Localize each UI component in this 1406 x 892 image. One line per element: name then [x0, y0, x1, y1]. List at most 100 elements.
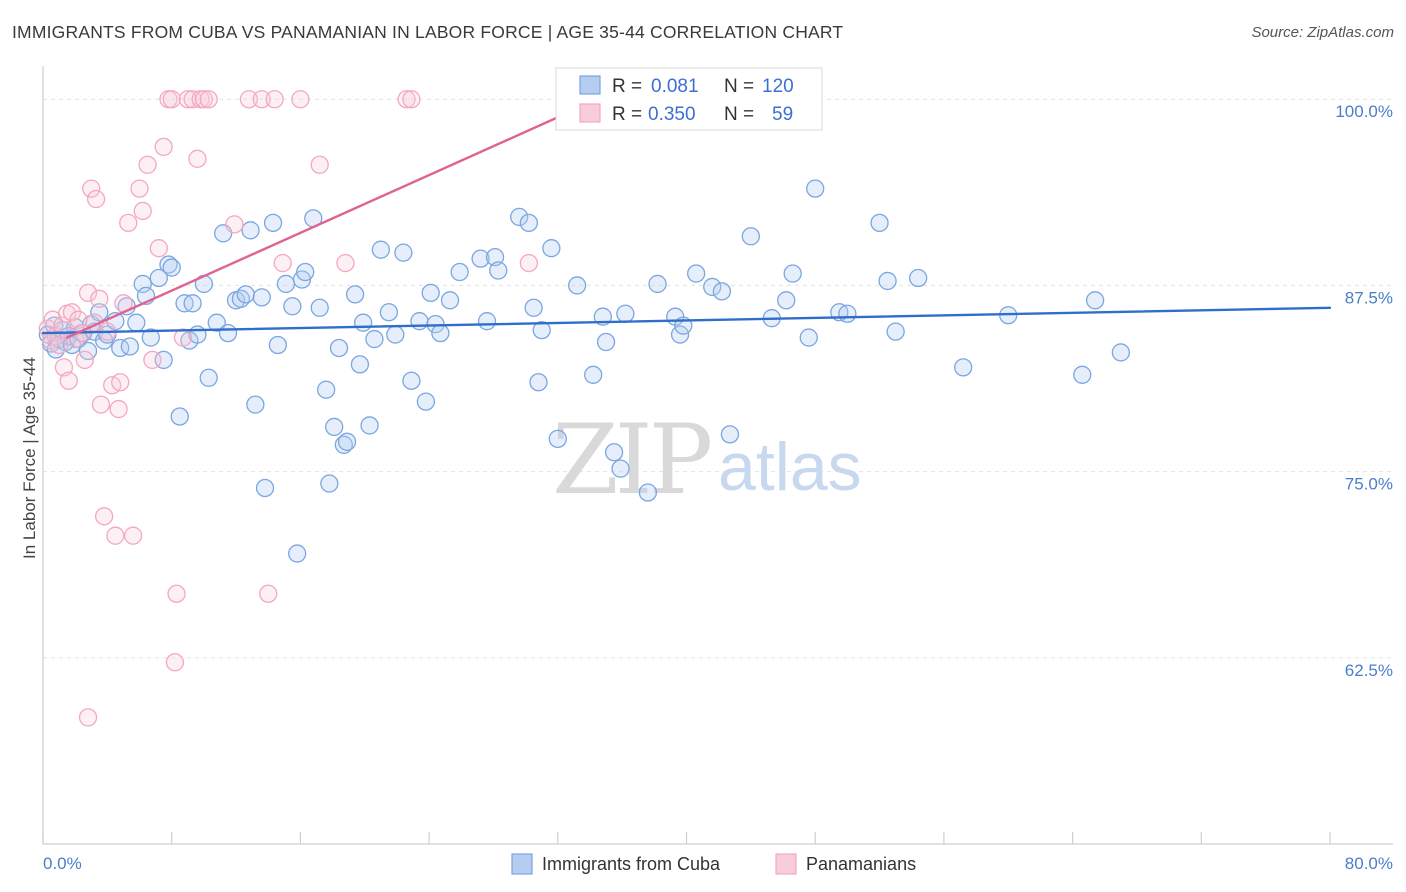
- bottom-legend-swatch-cuba: [511, 853, 533, 875]
- point-panamanians: [273, 253, 292, 273]
- point-cuba: [542, 239, 561, 258]
- legend-r-label-panamanians: R =: [612, 104, 642, 125]
- point-cuba: [416, 392, 436, 411]
- point-cuba: [806, 179, 825, 198]
- point-cuba: [350, 355, 370, 374]
- point-cuba: [638, 483, 658, 502]
- point-cuba: [353, 313, 373, 332]
- point-cuba: [410, 312, 429, 331]
- point-cuba: [489, 261, 508, 280]
- y-tick-label: 75.0%: [1345, 475, 1393, 494]
- point-cuba: [345, 285, 365, 304]
- point-cuba: [741, 227, 760, 246]
- point-cuba: [141, 328, 160, 347]
- point-panamanians: [178, 90, 197, 109]
- point-cuba: [379, 303, 399, 322]
- point-cuba: [485, 247, 505, 267]
- legend-r-value-cuba: 0.081: [651, 76, 699, 97]
- point-panamanians: [225, 215, 244, 234]
- legend-n-value-panamanians: 59: [772, 104, 793, 125]
- point-panamanians: [111, 373, 130, 392]
- chart-source: Source: ZipAtlas.com: [1251, 24, 1394, 41]
- point-cuba: [799, 328, 818, 347]
- point-cuba: [276, 274, 296, 294]
- point-cuba: [519, 213, 538, 233]
- stats-legend: R = 0.081 N = 120 R = 0.350 N = 59: [555, 67, 823, 131]
- point-cuba: [596, 332, 616, 352]
- point-cuba: [870, 213, 889, 233]
- point-cuba: [421, 283, 440, 303]
- point-cuba: [524, 298, 543, 317]
- point-panamanians: [82, 179, 101, 198]
- point-cuba: [567, 276, 587, 295]
- point-panamanians: [90, 289, 109, 308]
- point-panamanians: [162, 90, 181, 109]
- point-cuba: [133, 274, 152, 294]
- point-panamanians: [143, 350, 162, 370]
- point-cuba: [878, 271, 897, 291]
- point-panamanians: [53, 316, 72, 335]
- point-cuba: [431, 323, 450, 343]
- point-cuba: [127, 313, 146, 332]
- point-cuba: [648, 274, 667, 294]
- point-panamanians: [75, 350, 94, 370]
- point-cuba: [296, 262, 315, 282]
- legend-n-label-cuba: N =: [724, 76, 754, 97]
- point-cuba: [288, 544, 307, 563]
- point-cuba: [252, 288, 271, 307]
- point-cuba: [1111, 343, 1131, 362]
- point-panamanians: [167, 584, 186, 603]
- point-cuba: [183, 294, 202, 313]
- point-panamanians: [239, 90, 259, 109]
- watermark-zip: ZIP: [552, 404, 711, 516]
- point-cuba: [477, 312, 497, 331]
- point-cuba: [616, 304, 635, 323]
- point-panamanians: [59, 371, 78, 390]
- point-panamanians: [252, 90, 271, 109]
- legend-swatch-panamanians: [579, 103, 601, 123]
- point-panamanians: [199, 90, 218, 109]
- point-cuba: [703, 277, 722, 297]
- point-cuba: [365, 329, 384, 349]
- point-panamanians: [78, 283, 98, 303]
- point-panamanians: [62, 303, 82, 322]
- point-cuba: [334, 435, 353, 454]
- point-cuba: [909, 268, 928, 288]
- point-panamanians: [138, 155, 157, 174]
- chart-title: IMMIGRANTS FROM CUBA VS PANAMANIAN IN LA…: [12, 22, 844, 42]
- point-cuba: [532, 320, 551, 340]
- legend-n-label-panamanians: N =: [724, 104, 754, 125]
- point-cuba: [255, 478, 275, 498]
- point-panamanians: [336, 253, 355, 273]
- point-panamanians: [149, 239, 168, 258]
- point-panamanians: [119, 213, 138, 233]
- point-cuba: [310, 298, 329, 317]
- bottom-legend-label-cuba: Immigrants from Cuba: [542, 854, 721, 874]
- y-axis-label: In Labor Force | Age 35-44: [20, 357, 39, 559]
- point-cuba: [329, 338, 349, 358]
- series-panamanians-points: [38, 90, 538, 727]
- point-cuba: [207, 313, 226, 332]
- point-cuba: [954, 358, 973, 377]
- point-cuba: [1073, 365, 1092, 384]
- point-cuba: [246, 395, 265, 414]
- point-cuba: [283, 297, 302, 316]
- point-cuba: [838, 304, 857, 323]
- point-cuba: [337, 432, 357, 451]
- point-cuba: [386, 325, 405, 344]
- point-panamanians: [109, 399, 128, 419]
- legend-swatch-cuba: [579, 75, 601, 95]
- x-tick-label-left: 0.0%: [43, 854, 82, 873]
- legend-r-label-cuba: R =: [612, 76, 642, 97]
- point-cuba: [236, 285, 255, 304]
- point-cuba: [218, 323, 238, 343]
- point-cuba: [510, 207, 529, 227]
- point-panamanians: [259, 584, 278, 603]
- point-panamanians: [49, 335, 69, 355]
- y-tick-labels: 100.0% 87.5% 75.0% 62.5%: [1335, 102, 1393, 680]
- point-panamanians: [130, 179, 149, 198]
- point-cuba: [604, 443, 624, 462]
- axes: [42, 66, 1393, 845]
- point-cuba: [320, 474, 339, 493]
- gridlines: [43, 98, 1393, 659]
